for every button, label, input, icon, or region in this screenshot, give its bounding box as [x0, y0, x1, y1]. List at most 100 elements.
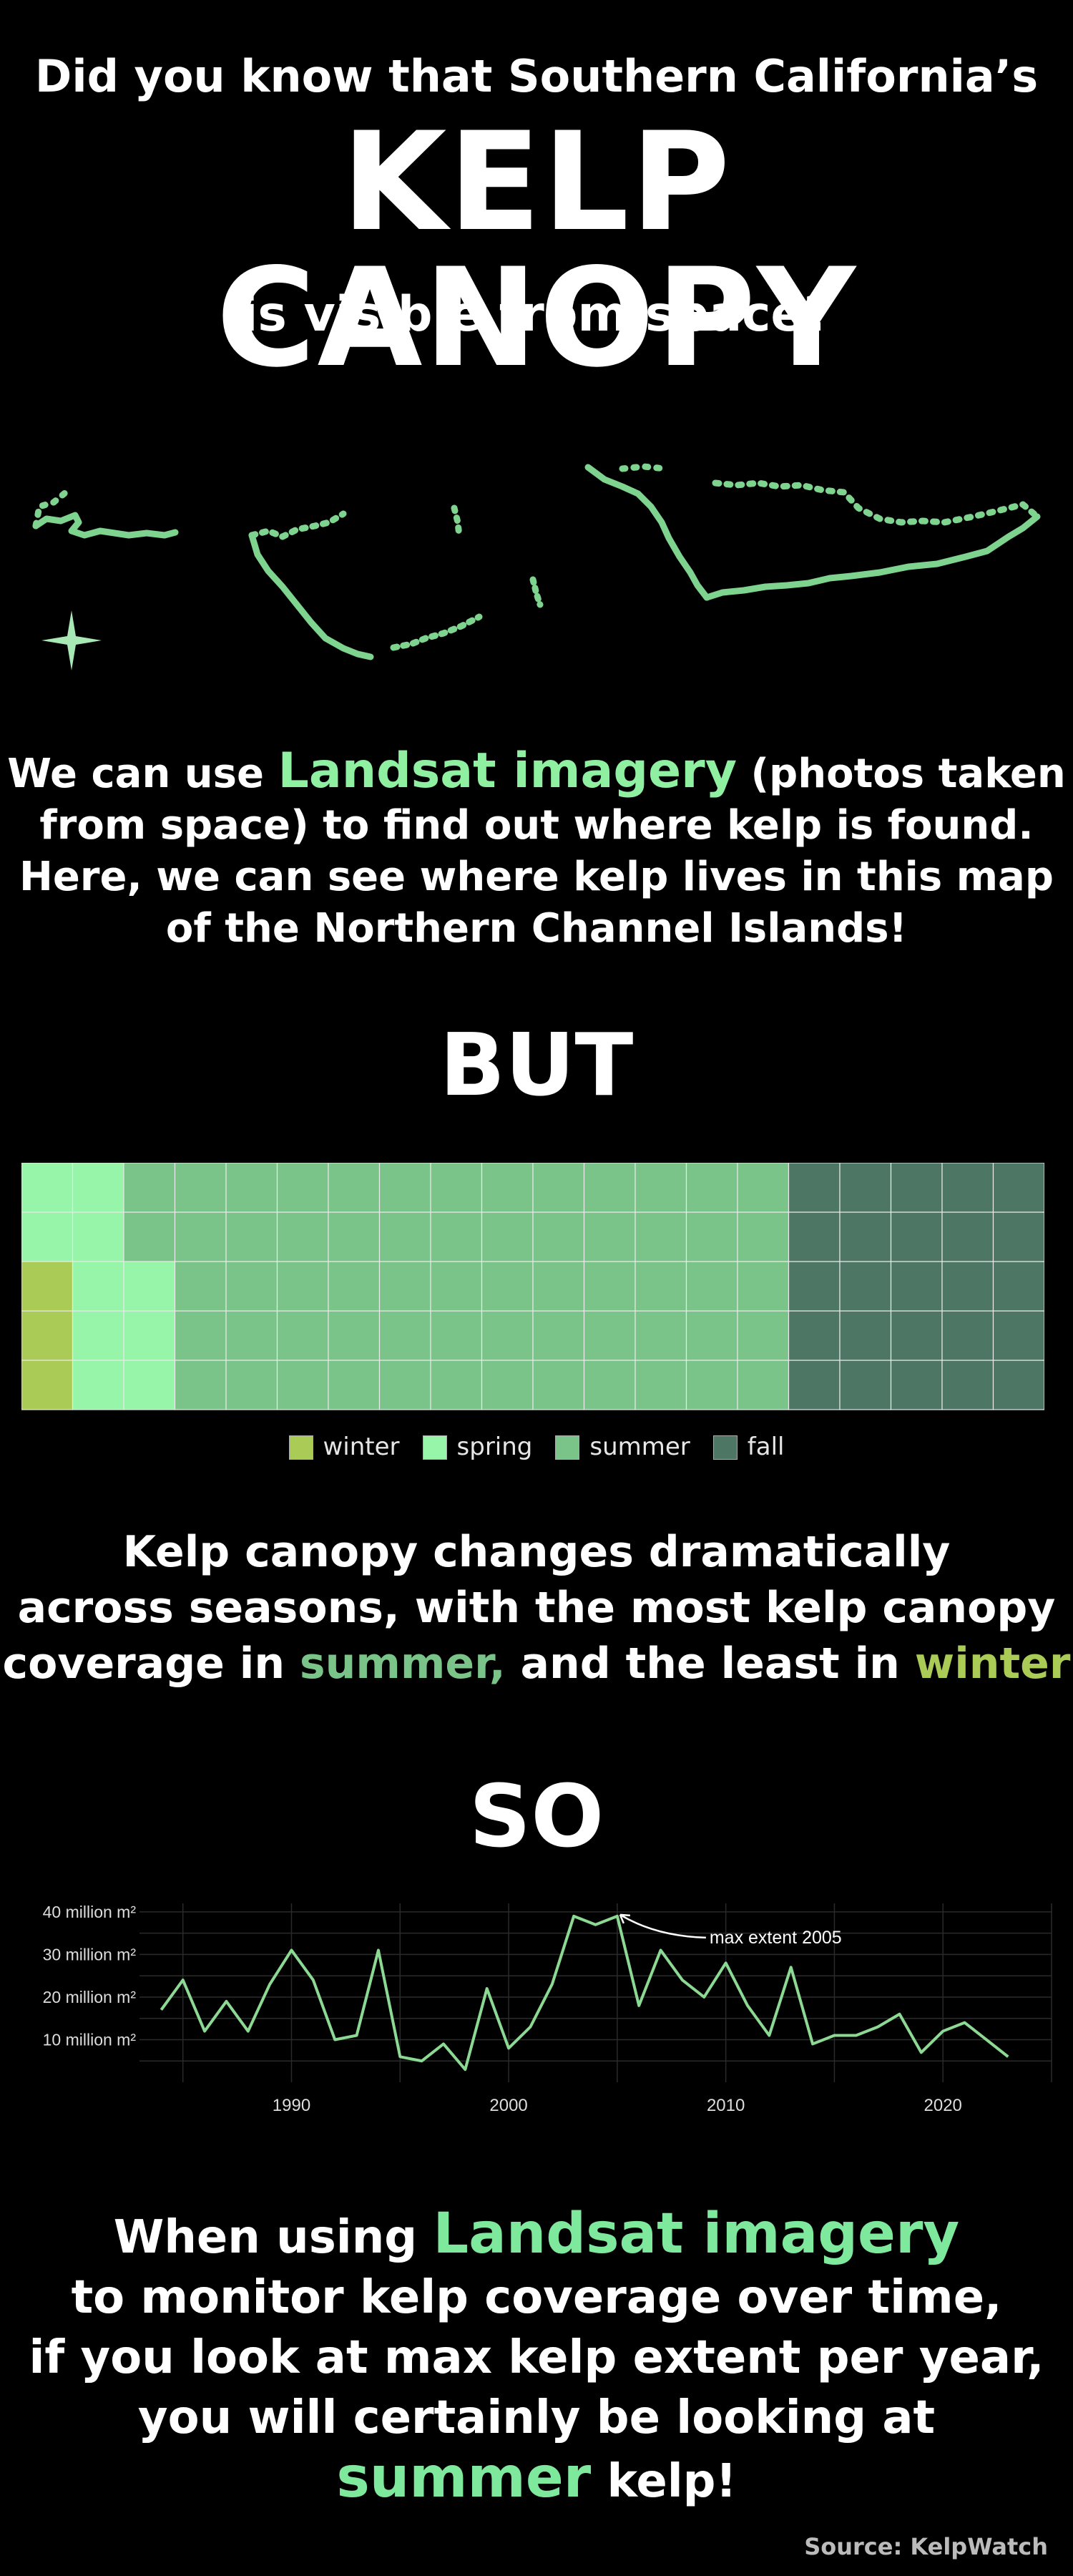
final-rest: kelp!	[591, 2455, 737, 2508]
waffle-cell-summer	[635, 1211, 687, 1262]
waffle-cell-summer	[685, 1162, 738, 1213]
waffle-cell-summer	[583, 1211, 636, 1262]
waffle-cell-summer	[635, 1360, 687, 1410]
landsat-rest: (photos taken	[737, 751, 1066, 797]
kelp-map-svg	[32, 463, 1041, 670]
season-waffle-chart	[21, 1162, 1045, 1413]
waffle-cell-summer	[225, 1310, 278, 1361]
waffle-cell-summer	[174, 1310, 227, 1361]
series-line-max-extent	[160, 1914, 1009, 2072]
final-highlight: Landsat imagery	[433, 2202, 960, 2266]
waffle-cell-fall	[890, 1310, 943, 1361]
waffle-cell-fall	[788, 1310, 841, 1361]
waffle-cell-summer	[430, 1310, 483, 1361]
waffle-cell-spring	[123, 1360, 176, 1410]
waffle-cell-summer	[276, 1211, 329, 1262]
legend-swatch-fall	[712, 1435, 738, 1460]
waffle-cell-summer	[481, 1261, 534, 1312]
legend-label-fall: fall	[747, 1432, 785, 1461]
landsat-line-1: We can use Landsat imagery (photos taken	[0, 746, 1073, 800]
waffle-cell-summer	[174, 1211, 227, 1262]
waffle-cell-summer	[276, 1162, 329, 1213]
waffle-cell-fall	[839, 1211, 892, 1262]
x-tick-label: 2010	[707, 2096, 745, 2115]
waffle-cell-spring	[72, 1310, 124, 1361]
waffle-cell-fall	[839, 1360, 892, 1410]
waffle-cell-summer	[532, 1310, 585, 1361]
final-line-4: you will certainly be looking at	[137, 2391, 936, 2444]
waffle-cell-summer	[378, 1211, 431, 1262]
waffle-cell-summer	[225, 1261, 278, 1312]
final-lead: When using	[113, 2211, 433, 2264]
waffle-cell-summer	[481, 1211, 534, 1262]
waffle-cell-fall	[890, 1211, 943, 1262]
waffle-cell-fall	[992, 1360, 1045, 1410]
four-point-star-icon	[41, 610, 102, 670]
x-tick-label: 2020	[924, 2096, 962, 2115]
waffle-cell-summer	[635, 1261, 687, 1312]
legend-label-summer: summer	[589, 1432, 690, 1461]
annotation-arrow	[619, 1913, 706, 1939]
waffle-cell-summer	[430, 1360, 483, 1410]
intro-tail-text: is visible from space?	[241, 286, 832, 343]
waffle-cell-fall	[890, 1360, 943, 1410]
waffle-cell-spring	[72, 1211, 124, 1262]
waffle-cell-summer	[532, 1211, 585, 1262]
x-tick-label: 2000	[489, 2096, 527, 2115]
waffle-cell-summer	[481, 1360, 534, 1410]
final-line-1: When using Landsat imagery	[0, 2204, 1073, 2268]
waffle-cell-fall	[788, 1162, 841, 1213]
waffle-cell-winter	[21, 1360, 74, 1410]
waffle-cell-summer	[532, 1360, 585, 1410]
waffle-cell-summer	[276, 1310, 329, 1361]
waffle-cell-spring	[123, 1261, 176, 1312]
waffle-cell-summer	[328, 1261, 381, 1312]
waffle-cell-summer	[328, 1162, 381, 1213]
waffle-svg	[21, 1162, 1045, 1410]
waffle-cell-summer	[276, 1261, 329, 1312]
waffle-cell-spring	[72, 1261, 124, 1312]
waffle-cell-summer	[378, 1261, 431, 1312]
season-lead: coverage in	[2, 1639, 300, 1689]
waffle-cell-fall	[890, 1261, 943, 1312]
winter-word: winter	[914, 1639, 1071, 1689]
waffle-cell-summer	[532, 1261, 585, 1312]
waffle-cell-summer	[123, 1211, 176, 1262]
season-line-2: across seasons, with the most kelp canop…	[17, 1583, 1056, 1633]
waffle-cell-summer	[583, 1261, 636, 1312]
waffle-cell-summer	[481, 1162, 534, 1213]
landsat-highlight: Landsat imagery	[278, 743, 738, 799]
annotation-label: max extent 2005	[710, 1928, 842, 1948]
waffle-cell-summer	[430, 1211, 483, 1262]
waffle-cell-spring	[72, 1360, 124, 1410]
y-tick-label: 10 million m²	[43, 2030, 137, 2049]
legend-item-spring: spring	[422, 1433, 532, 1461]
waffle-cell-summer	[481, 1310, 534, 1361]
waffle-cell-summer	[737, 1211, 790, 1262]
waffle-cell-summer	[635, 1162, 687, 1213]
waffle-cell-summer	[174, 1261, 227, 1312]
y-tick-label: 30 million m²	[43, 1945, 137, 1963]
legend-swatch-winter	[288, 1435, 313, 1460]
waffle-cell-fall	[839, 1162, 892, 1213]
waffle-cell-summer	[123, 1162, 176, 1213]
waffle-cell-summer	[328, 1360, 381, 1410]
island-santa-cruz-south	[703, 513, 1041, 601]
legend-label-winter: winter	[323, 1432, 400, 1461]
kelp-map	[21, 451, 1052, 694]
legend-item-summer: summer	[555, 1433, 690, 1461]
waffle-cell-summer	[378, 1310, 431, 1361]
waffle-cell-spring	[21, 1162, 74, 1213]
waffle-cell-summer	[225, 1360, 278, 1410]
waffle-cell-summer	[685, 1360, 738, 1410]
waffle-cell-summer	[583, 1360, 636, 1410]
waffle-cell-fall	[992, 1162, 1045, 1213]
waffle-cell-summer	[685, 1261, 738, 1312]
waffle-cell-fall	[941, 1162, 994, 1213]
waffle-cell-summer	[737, 1261, 790, 1312]
legend-swatch-spring	[422, 1435, 447, 1460]
waffle-legend: winter spring summer fall	[0, 1431, 1073, 1461]
waffle-cell-summer	[378, 1162, 431, 1213]
final-line-3: if you look at max kelp extent per year,	[29, 2331, 1044, 2384]
waffle-cell-summer	[583, 1162, 636, 1213]
